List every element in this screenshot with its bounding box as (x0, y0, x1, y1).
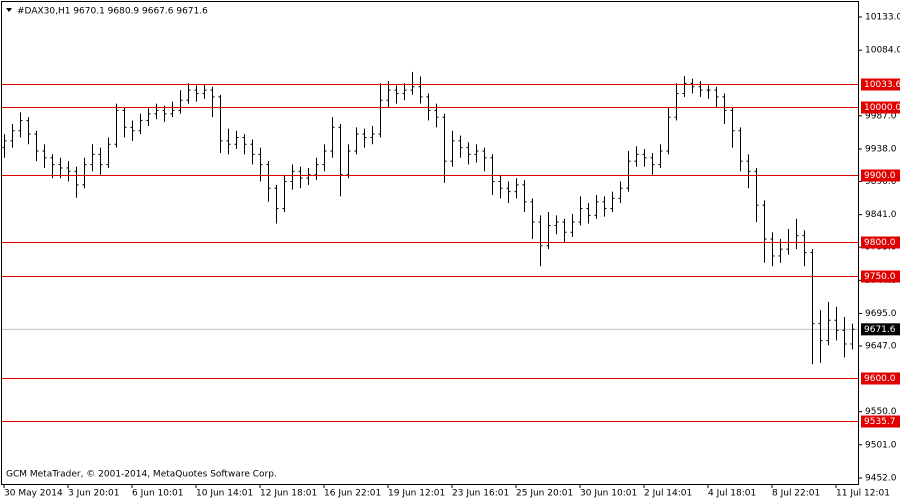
level-label: 10033.6 (864, 80, 900, 90)
y-tick-label: 10133.0 (865, 12, 900, 22)
x-tick-label: 6 Jun 10:01 (132, 489, 183, 499)
y-tick-label: 9890.0 (865, 177, 897, 187)
level-label: 9600.0 (864, 374, 896, 384)
current-price-label: 9671.6 (864, 325, 896, 335)
level-label: 9535.7 (864, 417, 896, 427)
level-label-box (861, 101, 900, 114)
y-tick-label: 9550.0 (865, 407, 897, 417)
menu-arrow[interactable] (6, 8, 12, 12)
level-label: 9750.0 (864, 272, 896, 282)
level-label-box (861, 169, 900, 182)
level-label: 9900.0 (864, 171, 896, 181)
level-label-box (861, 415, 900, 428)
y-tick-label: 9452.0 (865, 473, 897, 483)
y-tick-label: 9938.0 (865, 144, 897, 154)
x-tick-label: 8 Jul 22:01 (772, 489, 820, 499)
y-tick-label: 9841.0 (865, 210, 897, 220)
copyright: GCM MetaTrader, © 2001-2014, MetaQuotes … (6, 470, 277, 480)
level-label-box (861, 270, 900, 283)
y-tick-label: 9695.0 (865, 309, 897, 319)
level-label-box (861, 372, 900, 385)
x-tick-label: 19 Jun 12:01 (388, 489, 445, 499)
x-tick-label: 12 Jun 18:01 (260, 489, 317, 499)
x-tick-label: 23 Jun 16:01 (452, 489, 509, 499)
y-tick-label: 10084.0 (865, 46, 900, 56)
y-tick-label: 9501.0 (865, 440, 897, 450)
x-tick-label: 25 Jun 20:01 (516, 489, 573, 499)
level-label: 10000.0 (864, 103, 900, 113)
x-tick-label: 2 Jul 14:01 (644, 489, 692, 499)
current-price-box (861, 323, 900, 336)
chart-title: #DAX30,H1 9670.1 9680.9 9667.6 9671.6 (17, 7, 208, 17)
level-label: 9800.0 (864, 238, 896, 248)
x-tick-label: 30 May 2014 (4, 489, 63, 499)
y-tick-label: 9987.0 (865, 111, 897, 121)
x-tick-label: 10 Jun 14:01 (196, 489, 253, 499)
x-tick-label: 4 Jul 18:01 (708, 489, 756, 499)
x-tick-label: 11 Jul 12:01 (836, 489, 890, 499)
level-label-box (861, 78, 900, 91)
x-tick-label: 3 Jun 20:01 (68, 489, 119, 499)
level-label-box (861, 236, 900, 249)
y-tick-label: 9647.0 (865, 341, 897, 351)
x-tick-label: 30 Jun 10:01 (580, 489, 637, 499)
plot-frame (1, 1, 859, 485)
x-tick-label: 16 Jun 22:01 (324, 489, 381, 499)
